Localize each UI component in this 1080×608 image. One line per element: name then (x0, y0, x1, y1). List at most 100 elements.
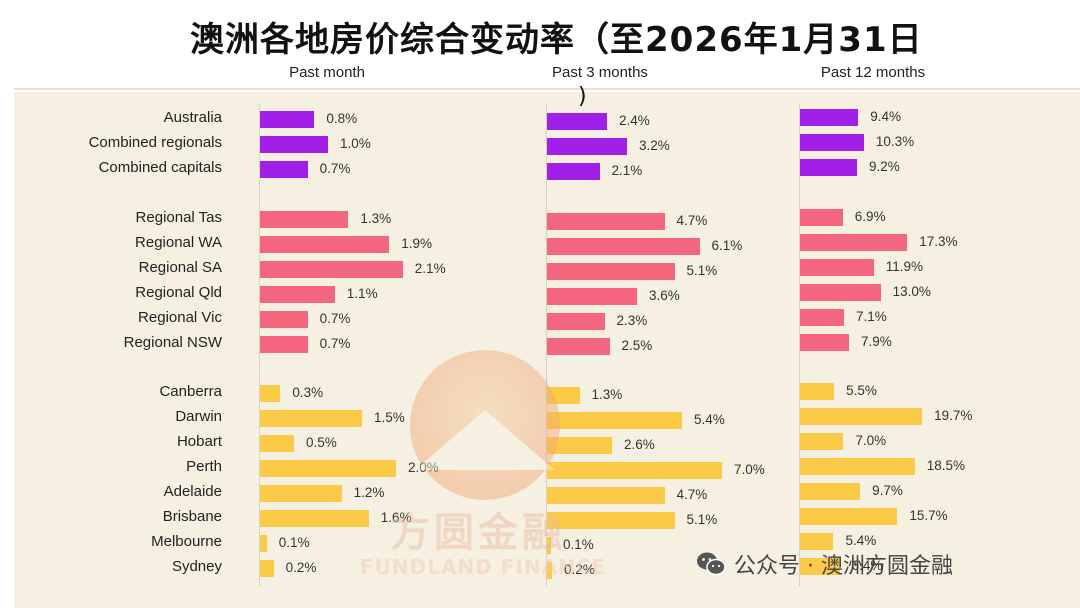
data-label: 1.3% (591, 387, 623, 402)
row-label: Darwin (175, 408, 222, 425)
bar (260, 434, 294, 452)
bar (800, 482, 861, 500)
row-label: Brisbane (162, 508, 222, 525)
bar (800, 507, 898, 525)
data-label: 1.1% (346, 286, 378, 301)
bar (800, 308, 845, 326)
bar (547, 287, 637, 305)
data-label: 0.2% (285, 560, 317, 575)
data-label: 0.3% (292, 385, 324, 400)
bar (260, 260, 403, 278)
data-label: 7.0% (855, 433, 887, 448)
data-label: 0.8% (326, 111, 358, 126)
row-label: Regional NSW (123, 334, 222, 351)
data-label: 0.1% (563, 537, 594, 552)
bar (547, 411, 682, 429)
data-label: 0.5% (306, 435, 337, 450)
row-label: Regional WA (135, 234, 222, 251)
data-label: 9.4% (870, 109, 902, 124)
row-label: Perth (186, 458, 222, 475)
wechat-text: 公众号 · 澳洲方圆金融 (734, 554, 953, 579)
bar (800, 333, 849, 351)
data-label: 13.0% (892, 284, 931, 299)
row-label: Combined capitals (98, 159, 222, 176)
bar (800, 407, 923, 425)
data-label: 7.9% (860, 334, 892, 349)
bar (547, 137, 627, 155)
data-label: 0.7% (319, 336, 351, 351)
bar (800, 457, 915, 475)
bar (800, 532, 834, 550)
data-label: 2.5% (621, 338, 653, 353)
bar (547, 461, 722, 479)
panel-top-border (14, 88, 1080, 90)
row-label: Combined regionals (88, 134, 222, 151)
data-label: 10.3% (875, 134, 915, 149)
bar (547, 337, 610, 355)
bar (547, 511, 675, 529)
data-label: 9.7% (872, 483, 903, 498)
bar (260, 559, 274, 577)
bar (547, 536, 551, 554)
data-label: 4.7% (676, 213, 708, 228)
wechat-account: 公众号 · 澳洲方圆金融 (696, 548, 953, 580)
bar (800, 208, 843, 226)
row-label: Canberra (159, 383, 222, 400)
row-label: Sydney (171, 558, 222, 575)
data-label: 2.0% (408, 460, 439, 475)
column-header-0: Past month (289, 64, 365, 81)
data-label: 6.1% (711, 238, 743, 253)
data-label: 5.1% (686, 263, 718, 278)
bar (800, 133, 864, 151)
data-label: 0.2% (564, 562, 595, 577)
bar (547, 162, 600, 180)
bar (800, 283, 881, 301)
data-label: 4.7% (676, 487, 708, 502)
data-label: 0.7% (319, 311, 351, 326)
data-label: 17.3% (919, 234, 958, 249)
bar (547, 212, 665, 230)
data-label: 11.9% (885, 259, 924, 274)
data-label: 6.9% (854, 209, 886, 224)
row-label: Melbourne (151, 533, 222, 550)
bar (260, 285, 335, 303)
bar (547, 237, 700, 255)
data-label: 5.4% (845, 533, 877, 548)
row-label: Hobart (176, 433, 222, 450)
chart-title: 澳洲各地房价综合变动率（至2026年1月31日 (190, 20, 923, 60)
data-label: 3.2% (639, 138, 670, 153)
data-label: 1.5% (374, 410, 405, 425)
data-label: 1.2% (353, 485, 385, 500)
data-label: 7.1% (856, 309, 887, 324)
bar (800, 158, 858, 176)
bar (800, 382, 835, 400)
axis-line-2 (799, 104, 800, 586)
data-label: 0.1% (278, 535, 310, 550)
bar (260, 384, 281, 402)
column-header-1: Past 3 months (552, 64, 648, 81)
bar (800, 233, 908, 251)
bar (547, 436, 612, 454)
bar (260, 409, 362, 427)
bar (800, 557, 840, 575)
bar (260, 310, 308, 328)
data-label: 15.7% (909, 508, 948, 523)
axis-line-0 (259, 104, 260, 586)
cursor-mark: ) (578, 84, 587, 109)
column-header-2: Past 12 months (820, 64, 926, 81)
data-label: 1.9% (401, 236, 432, 251)
bar (260, 509, 369, 527)
row-label: Adelaide (163, 483, 222, 500)
bar (547, 486, 665, 504)
data-label: 6.4% (851, 558, 883, 573)
bar (800, 258, 874, 276)
data-label: 18.5% (926, 458, 965, 473)
data-label: 2.3% (616, 313, 648, 328)
bar (800, 108, 859, 126)
bar (547, 561, 552, 579)
bar (260, 210, 349, 228)
bar (800, 432, 844, 450)
data-label: 2.4% (619, 113, 650, 128)
data-label: 19.7% (934, 408, 973, 423)
row-label: Regional Vic (138, 309, 222, 326)
